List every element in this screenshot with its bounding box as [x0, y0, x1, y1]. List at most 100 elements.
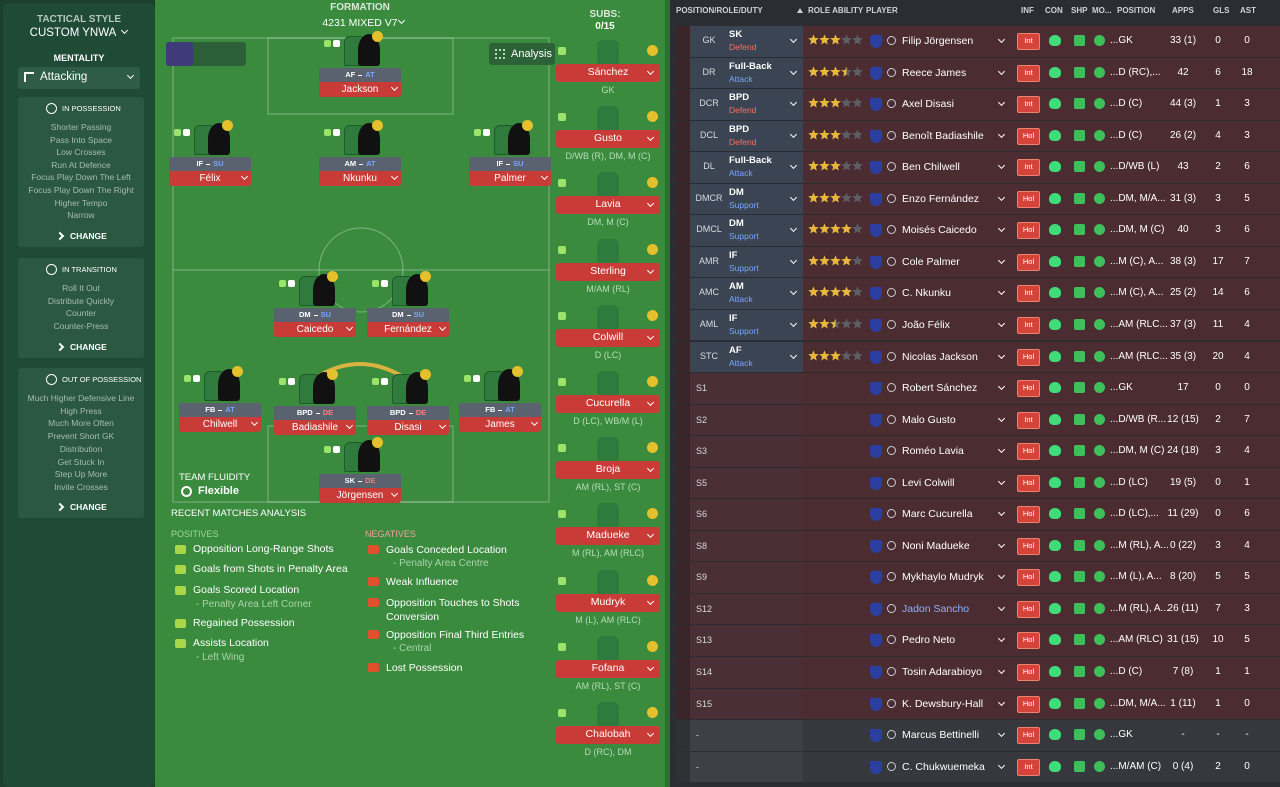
inf-text[interactable]: Hol	[1022, 603, 1035, 613]
column-header[interactable]: POSITION/ROLE/DUTY	[676, 6, 763, 15]
sub-bar[interactable]	[556, 726, 660, 744]
sub-bar[interactable]	[556, 461, 660, 480]
inf-text[interactable]: Hol	[1022, 225, 1035, 235]
formation-name[interactable]: 4231 MIXED V7	[322, 17, 398, 29]
inf-text[interactable]: Int	[1024, 36, 1033, 45]
analysis-text[interactable]: Analysis	[511, 48, 552, 60]
player-bar[interactable]	[319, 171, 401, 186]
inf-text[interactable]: Hol	[1022, 477, 1035, 487]
sub-name[interactable]: Sánchez	[587, 66, 629, 78]
player-name[interactable]: K. Dewsbury-Hall	[902, 697, 984, 710]
sub-bar[interactable]	[556, 64, 660, 82]
sub-bar[interactable]	[556, 395, 660, 413]
player-name[interactable]: Reece James	[902, 66, 967, 79]
inf-text[interactable]: Hol	[1022, 256, 1035, 266]
player-name[interactable]: Jackson	[341, 84, 379, 95]
player-name[interactable]: Caicedo	[296, 324, 334, 335]
player-bar[interactable]	[274, 322, 356, 337]
player-name[interactable]: Disasi	[394, 422, 422, 433]
column-header[interactable]: APPS	[1172, 6, 1194, 15]
player-name[interactable]: Robert Sánchez	[902, 382, 978, 395]
player-name[interactable]: João Félix	[902, 318, 950, 331]
player-name[interactable]: Levi Colwill	[902, 476, 955, 489]
inf-text[interactable]: Hol	[1022, 130, 1035, 140]
inf-text[interactable]: Hol	[1022, 572, 1035, 582]
inf-text[interactable]: Hol	[1022, 351, 1035, 361]
inf-text[interactable]: Int	[1024, 319, 1033, 329]
player-name[interactable]: Jadon Sancho	[902, 602, 970, 615]
sub-name[interactable]: Mudryk	[590, 595, 626, 608]
inf-text[interactable]: Hol	[1022, 540, 1035, 550]
player-bar[interactable]	[169, 171, 251, 186]
inf-text[interactable]: Int	[1024, 99, 1033, 109]
column-header[interactable]: ROLE ABILITY	[808, 6, 864, 15]
column-header[interactable]: PLAYER	[866, 6, 898, 15]
mentality-dropdown[interactable]	[18, 67, 140, 89]
player-bar[interactable]	[319, 82, 401, 97]
change-button[interactable]: CHANGE	[70, 231, 107, 241]
column-header[interactable]: INF	[1021, 6, 1034, 15]
sub-name[interactable]: Fofana	[591, 661, 625, 674]
player-name[interactable]: Badiashile	[291, 422, 339, 433]
inf-text[interactable]: Int	[1024, 288, 1033, 298]
player-name[interactable]: Axel Disasi	[902, 98, 954, 111]
sub-bar[interactable]	[556, 196, 660, 215]
player-bar[interactable]	[179, 417, 261, 432]
inf-text[interactable]: Hol	[1022, 383, 1035, 393]
player-name[interactable]: C. Nkunku	[902, 287, 952, 300]
player-name[interactable]: Marc Cucurella	[902, 508, 973, 521]
inf-text[interactable]: Hol	[1022, 509, 1035, 519]
column-header[interactable]: GLS	[1213, 6, 1230, 15]
player-name[interactable]: Nicolas Jackson	[902, 350, 978, 363]
change-button[interactable]: CHANGE	[70, 342, 107, 352]
sub-name[interactable]: Gusto	[593, 132, 622, 145]
mentality-value[interactable]: Attacking	[40, 71, 88, 83]
sub-name[interactable]: Lavia	[595, 198, 621, 211]
inf-text[interactable]: Hol	[1022, 698, 1035, 708]
player-name[interactable]: Pedro Neto	[902, 634, 956, 647]
player-bar[interactable]	[469, 171, 551, 186]
column-header[interactable]: POSITION	[1117, 6, 1156, 15]
player-name[interactable]: Palmer	[494, 173, 526, 184]
column-header[interactable]: CON	[1045, 6, 1063, 15]
inf-text[interactable]: Int	[1024, 414, 1033, 424]
player-bar[interactable]	[367, 322, 449, 337]
player-name[interactable]: Ben Chilwell	[902, 161, 960, 174]
player-name[interactable]: Fernández	[384, 324, 432, 335]
player-name[interactable]: Cole Palmer	[902, 255, 960, 268]
player-name[interactable]: James	[485, 419, 515, 430]
inf-text[interactable]: Int	[1024, 67, 1033, 77]
inf-text[interactable]: Hol	[1022, 730, 1035, 740]
sub-bar[interactable]	[556, 659, 660, 678]
player-name[interactable]: Noni Madueke	[902, 539, 970, 552]
player-name[interactable]: Nkunku	[343, 173, 377, 184]
player-name[interactable]: Enzo Fernández	[902, 192, 980, 205]
sub-name[interactable]: Sterling	[590, 264, 626, 277]
player-name[interactable]: Moisés Caicedo	[902, 224, 977, 237]
inf-text[interactable]: Int	[1024, 761, 1033, 771]
player-name[interactable]: Roméo Lavia	[902, 445, 964, 458]
inf-text[interactable]: Hol	[1022, 446, 1035, 456]
player-bar[interactable]	[319, 488, 401, 503]
player-name[interactable]: Félix	[199, 173, 221, 184]
inf-text[interactable]: Hol	[1022, 193, 1035, 203]
inf-text[interactable]: Hol	[1022, 635, 1035, 645]
inf-text[interactable]: Int	[1024, 162, 1033, 172]
sub-bar[interactable]	[556, 262, 660, 281]
player-bar[interactable]	[459, 417, 541, 432]
analysis-title[interactable]: RECENT MATCHES ANALYSIS	[171, 508, 307, 519]
column-header[interactable]: MO...	[1092, 6, 1112, 15]
sub-name[interactable]: Chalobah	[585, 728, 631, 740]
sub-name[interactable]: Broja	[595, 463, 621, 476]
column-header[interactable]: SHP	[1071, 6, 1088, 15]
inf-text[interactable]: Hol	[1022, 667, 1035, 676]
player-name[interactable]: Chilwell	[202, 419, 238, 430]
player-name[interactable]: C. Chukwuemeka	[902, 760, 985, 773]
player-name[interactable]: Mykhaylo Mudryk	[902, 571, 984, 584]
player-bar[interactable]	[367, 420, 449, 435]
analysis-button[interactable]	[489, 43, 555, 65]
tactic-name[interactable]: CUSTOM YNWA	[29, 27, 117, 39]
player-name[interactable]: Marcus Bettinelli	[902, 729, 980, 742]
player-bar[interactable]	[274, 420, 356, 435]
player-name[interactable]: Tosin Adarabioyo	[902, 666, 982, 678]
